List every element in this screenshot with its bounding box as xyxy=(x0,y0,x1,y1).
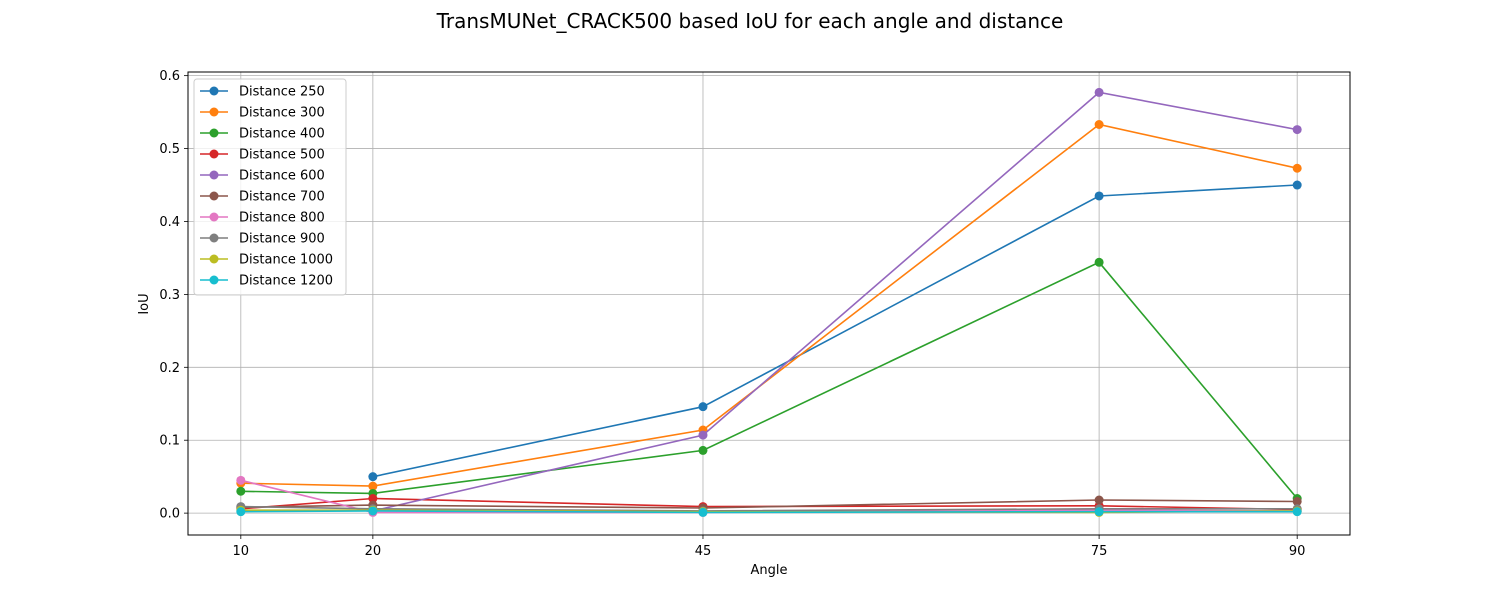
legend-swatch-marker xyxy=(209,212,219,222)
x-tick-label: 75 xyxy=(1091,544,1108,559)
y-tick-label: 0.4 xyxy=(159,215,180,230)
legend-label: Distance 800 xyxy=(239,211,325,226)
series-line xyxy=(240,479,1298,514)
series-line xyxy=(372,91,1298,512)
series-line xyxy=(372,184,1298,478)
legend-label: Distance 1000 xyxy=(239,253,333,268)
y-tick-label: 0.6 xyxy=(159,69,180,84)
data-point xyxy=(1094,119,1104,129)
data-point xyxy=(1292,496,1302,506)
data-point xyxy=(698,402,708,412)
legend-label: Distance 600 xyxy=(239,169,325,184)
legend-label: Distance 700 xyxy=(239,190,325,205)
data-point xyxy=(368,481,378,491)
legend-swatch-marker xyxy=(209,86,219,96)
x-tick-label: 45 xyxy=(695,544,712,559)
x-tick-label: 90 xyxy=(1289,544,1306,559)
series-line xyxy=(240,261,1298,500)
series-line xyxy=(240,123,1298,487)
data-point xyxy=(368,494,378,504)
y-tick-label: 0.5 xyxy=(159,142,180,157)
data-point xyxy=(1292,507,1302,517)
data-point xyxy=(236,507,246,517)
data-point xyxy=(698,445,708,455)
legend-swatch-marker xyxy=(209,128,219,138)
legend-swatch-marker xyxy=(209,107,219,117)
legend-swatch-marker xyxy=(209,191,219,201)
axis-ticks: 10 20 45 75 90 0.0 0.1 0.2 0.3 0.4 0.5 0.6 xyxy=(159,69,1305,559)
chart-title: TransMUNet_CRACK500 based IoU for each a… xyxy=(436,9,1064,33)
legend-swatch-marker xyxy=(209,254,219,264)
series-distance-600 xyxy=(368,87,1302,516)
y-tick-label: 0.3 xyxy=(159,288,180,303)
y-tick-label: 0.2 xyxy=(159,361,180,376)
series-lines xyxy=(236,87,1302,517)
data-point xyxy=(1094,495,1104,505)
legend-swatch-marker xyxy=(209,233,219,243)
data-point xyxy=(698,507,708,517)
legend: Distance 250 Distance 300 Distance 400 Dist… xyxy=(193,78,347,296)
data-point xyxy=(1292,125,1302,135)
data-point xyxy=(236,486,246,496)
data-point xyxy=(1292,163,1302,173)
y-axis-label: IoU xyxy=(137,293,152,314)
y-tick-label: 0.0 xyxy=(159,507,180,522)
data-point xyxy=(698,430,708,440)
x-tick-label: 10 xyxy=(233,544,250,559)
x-axis-label: Angle xyxy=(751,563,788,578)
data-point xyxy=(1094,507,1104,517)
legend-swatch-marker xyxy=(209,149,219,159)
x-tick-label: 20 xyxy=(365,544,382,559)
legend-label: Distance 400 xyxy=(239,127,325,142)
data-point xyxy=(236,475,246,485)
plot-frame xyxy=(187,71,1351,536)
data-point xyxy=(1094,191,1104,201)
legend-swatch-marker xyxy=(209,275,219,285)
legend-label: Distance 900 xyxy=(239,232,325,247)
data-point xyxy=(1292,180,1302,190)
data-point xyxy=(368,506,378,516)
data-point xyxy=(1094,257,1104,267)
legend-label: Distance 250 xyxy=(239,85,325,100)
data-point xyxy=(368,472,378,482)
legend-label: Distance 300 xyxy=(239,106,325,121)
legend-frame xyxy=(193,78,347,296)
data-point xyxy=(1094,87,1104,97)
legend-label: Distance 1200 xyxy=(239,274,333,289)
y-tick-label: 0.1 xyxy=(159,434,180,449)
series-distance-250 xyxy=(368,180,1302,482)
series-distance-300 xyxy=(236,119,1302,491)
series-distance-1200 xyxy=(236,506,1302,517)
legend-swatch-marker xyxy=(209,170,219,180)
legend-label: Distance 500 xyxy=(239,148,325,163)
